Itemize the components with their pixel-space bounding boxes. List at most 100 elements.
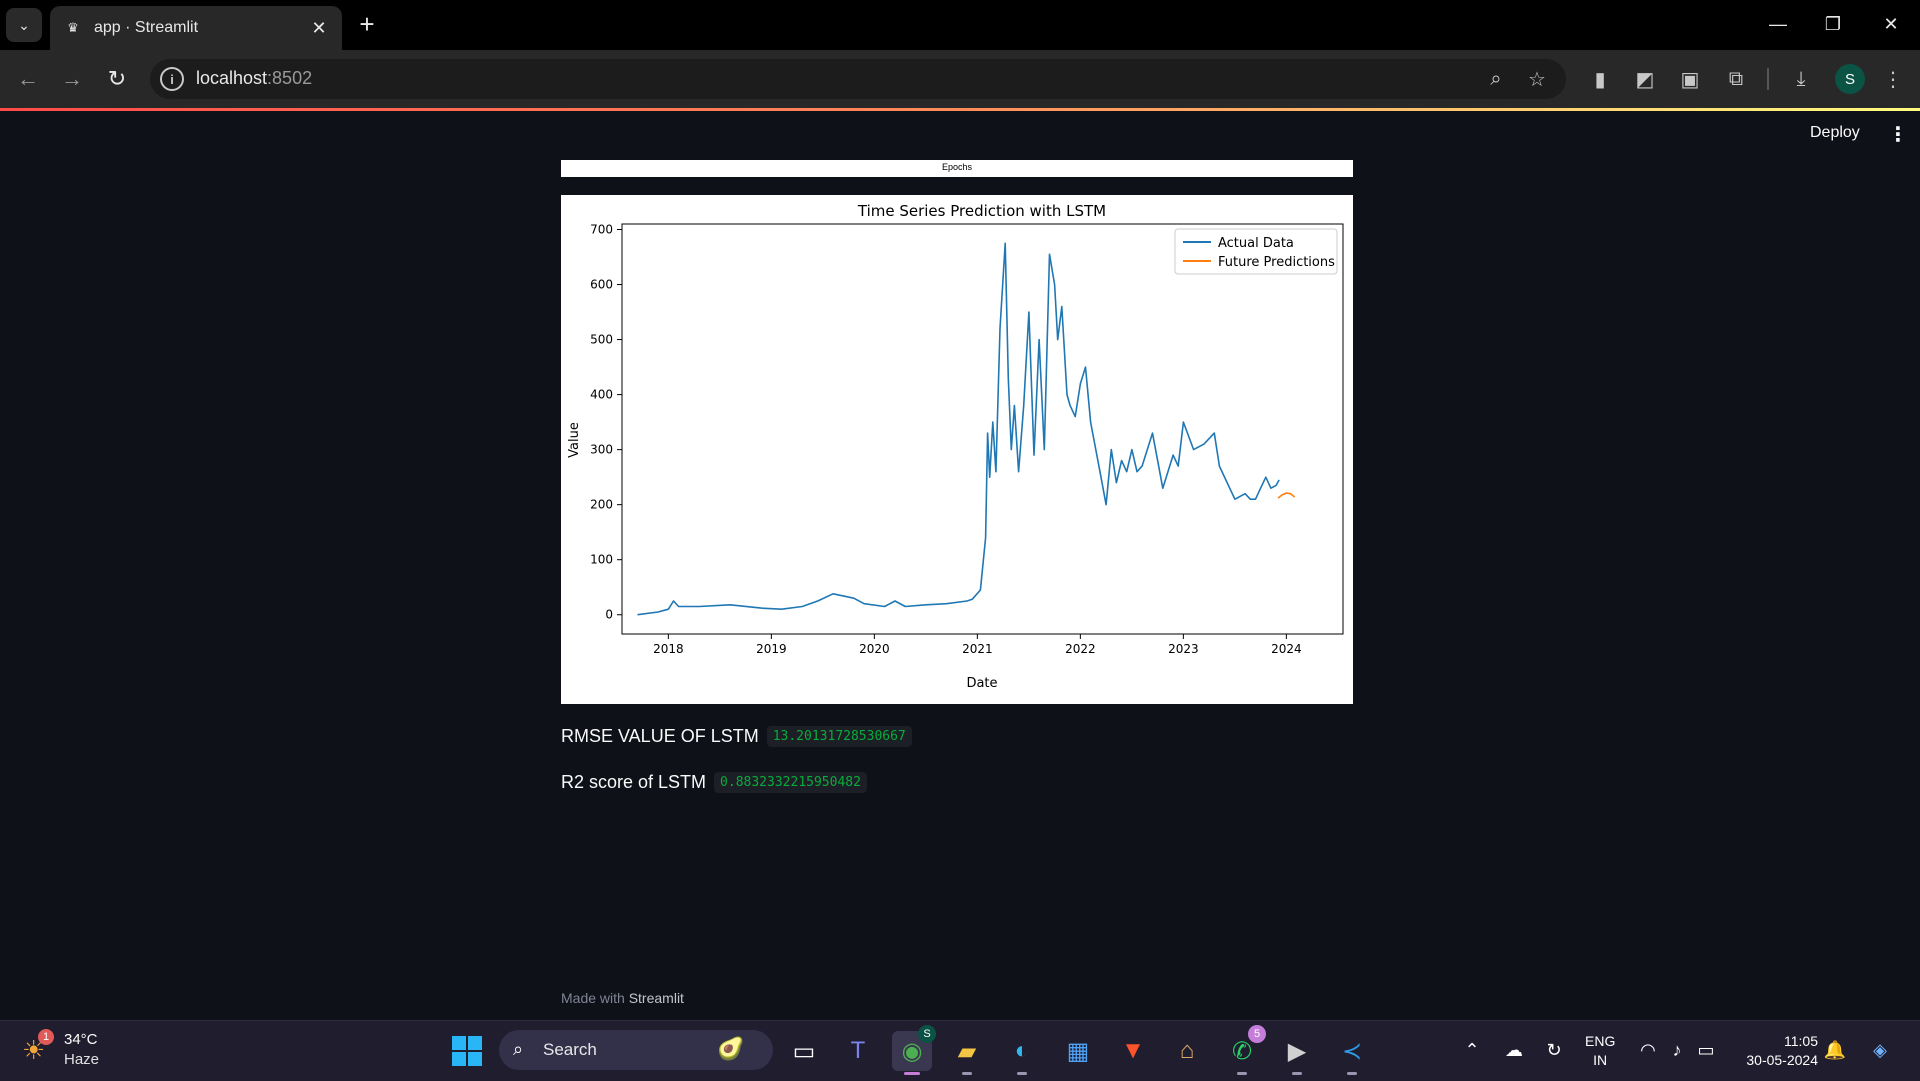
wifi-icon[interactable]: ◠ (1640, 1039, 1656, 1060)
x-tick-label: 2018 (653, 642, 684, 656)
site-info-icon[interactable]: i (160, 67, 184, 91)
taskbar-search[interactable]: ⌕ Search 🥑 (499, 1030, 773, 1070)
vscode-icon[interactable]: ≺ (1332, 1031, 1372, 1075)
taskbar: ☀ 1 34°C Haze ⌕ Search 🥑 ▭ T ◉ S ▰ ◐ ▦ ▼… (0, 1020, 1920, 1081)
footer-streamlit-link[interactable]: Streamlit (628, 990, 684, 1006)
rmse-value: 13.20131728530667 (766, 726, 912, 747)
whatsapp-badge: 5 (1248, 1025, 1266, 1043)
extension-icon[interactable]: ▮ (1594, 68, 1606, 91)
lstm-chart-figure: Time Series Prediction with LSTM 0 100 200… (561, 195, 1353, 704)
legend-label-future: Future Predictions (1218, 255, 1335, 270)
terminal-icon[interactable]: ▶ (1277, 1031, 1317, 1075)
streamlit-crown-icon: ♛ (67, 20, 79, 35)
extension-icon[interactable]: ▣ (1680, 68, 1700, 91)
plus-icon[interactable]: + (359, 9, 375, 39)
copilot-icon[interactable]: ◈ (1873, 1039, 1887, 1060)
y-tick-label: 700 (590, 223, 613, 237)
x-tick-label: 2019 (756, 642, 787, 656)
edge-icon[interactable]: ◐ (1002, 1031, 1042, 1075)
epochs-axis-label: Epochs (941, 162, 973, 172)
y-axis-label: Value (567, 422, 582, 458)
previous-figure: Epochs (561, 160, 1353, 177)
y-tick-label: 300 (590, 443, 613, 457)
tab-strip: ⌄ ♛ app · Streamlit ✕ + — ❐ ✕ (0, 0, 1920, 50)
teams-icon[interactable]: T (850, 1037, 866, 1064)
brave-icon[interactable]: ▼ (1121, 1037, 1145, 1064)
profile-avatar[interactable]: S (1835, 64, 1865, 94)
deploy-button[interactable]: Deploy (1810, 124, 1860, 141)
volume-icon[interactable]: ♪ (1672, 1039, 1682, 1060)
back-arrow-icon[interactable]: ← (17, 66, 39, 91)
x-tick-label: 2023 (1168, 642, 1199, 656)
r2-label: R2 score of LSTM (561, 772, 707, 792)
lang-line2: IN (1593, 1052, 1608, 1068)
future-predictions-line (1277, 492, 1296, 499)
x-tick-label: 2020 (859, 642, 890, 656)
whatsapp-icon[interactable]: ✆ 5 (1222, 1025, 1266, 1075)
y-tick-label: 0 (605, 608, 613, 622)
task-view-icon[interactable]: ▭ (792, 1037, 816, 1065)
browser-tab[interactable]: ♛ app · Streamlit ✕ (50, 6, 342, 50)
clock-time: 11:05 (1784, 1033, 1818, 1049)
more-vert-icon[interactable]: ⋮ (1888, 124, 1908, 146)
reload-icon[interactable]: ↻ (107, 66, 127, 91)
browser-toolbar: ← → ↻ i localhost:8502 ⌕ ☆ ▮ ◩ ▣ ⧉ ⤓ S ⋮ (0, 50, 1920, 108)
toolbar-divider (1767, 68, 1769, 90)
clock[interactable]: 11:05 30-05-2024 (1738, 1032, 1818, 1070)
weather-badge: 1 (38, 1029, 54, 1045)
search-highlight-icon: 🥑 (717, 1036, 745, 1061)
footer: Made with Streamlit (561, 990, 684, 1006)
chevron-up-icon[interactable]: ⌃ (1464, 1039, 1480, 1060)
windows-start-icon[interactable] (452, 1036, 482, 1066)
search-icon: ⌕ (513, 1039, 524, 1059)
weather-desc[interactable]: Haze (64, 1051, 100, 1068)
y-tick-label: 500 (590, 333, 613, 347)
r2-metric: R2 score of LSTM 0.8832332215950482 (561, 772, 867, 793)
minimize-icon[interactable]: — (1769, 13, 1787, 34)
store-icon[interactable]: ▦ (1066, 1037, 1090, 1065)
x-axis-label: Date (966, 676, 997, 691)
tab-search-icon[interactable]: ⌄ (6, 8, 42, 42)
rmse-metric: RMSE VALUE OF LSTM 13.20131728530667 (561, 726, 912, 747)
close-window-icon[interactable]: ✕ (1883, 13, 1899, 34)
footer-prefix: Made with (561, 990, 625, 1006)
tab-title: app · Streamlit (94, 19, 199, 36)
chrome-profile-badge: S (918, 1025, 936, 1043)
lang-line1: ENG (1585, 1033, 1616, 1049)
sync-icon[interactable]: ↻ (1546, 1039, 1562, 1060)
chart-title: Time Series Prediction with LSTM (857, 202, 1106, 220)
y-tick-label: 100 (590, 553, 613, 567)
x-tick-label: 2024 (1271, 642, 1302, 656)
file-explorer-icon[interactable]: ▰ (947, 1031, 987, 1075)
rmse-label: RMSE VALUE OF LSTM (561, 726, 759, 746)
download-icon[interactable]: ⤓ (1796, 67, 1806, 90)
address-bar[interactable]: i localhost:8502 ⌕ ☆ (150, 59, 1566, 99)
battery-icon[interactable]: ▭ (1697, 1039, 1715, 1060)
chrome-icon[interactable]: ◉ S (892, 1025, 936, 1075)
weather-temp[interactable]: 34°C (64, 1031, 98, 1048)
y-tick-label: 400 (590, 388, 613, 402)
y-tick-label: 600 (590, 278, 613, 292)
legend-label-actual: Actual Data (1218, 236, 1294, 251)
zoom-icon[interactable]: ⌕ (1490, 67, 1502, 90)
puzzle-icon[interactable]: ⧉ (1728, 67, 1744, 90)
chart-legend: Actual Data Future Predictions (1174, 228, 1338, 275)
actual-data-line (637, 242, 1280, 616)
more-vert-icon[interactable]: ⋮ (1883, 68, 1903, 91)
close-icon[interactable]: ✕ (311, 17, 327, 38)
forward-arrow-icon[interactable]: → (61, 66, 83, 91)
lstm-chart: Time Series Prediction with LSTM 0 100 200… (567, 202, 1344, 691)
url-text[interactable]: localhost:8502 (196, 68, 313, 88)
y-tick-label: 200 (590, 498, 613, 512)
notification-bell-icon[interactable]: 🔔 (1823, 1039, 1847, 1060)
restore-icon[interactable]: ❐ (1824, 13, 1842, 34)
language-indicator[interactable]: ENG IN (1585, 1032, 1615, 1070)
extension-icon[interactable]: ◩ (1635, 68, 1655, 91)
app-header-decoration (0, 108, 1920, 111)
photos-icon[interactable]: ⌂ (1179, 1037, 1195, 1064)
x-tick-label: 2021 (962, 642, 993, 656)
star-icon[interactable]: ☆ (1528, 68, 1546, 91)
onedrive-icon[interactable]: ☁ (1505, 1039, 1523, 1060)
x-tick-label: 2022 (1065, 642, 1096, 656)
clock-date: 30-05-2024 (1746, 1052, 1818, 1068)
